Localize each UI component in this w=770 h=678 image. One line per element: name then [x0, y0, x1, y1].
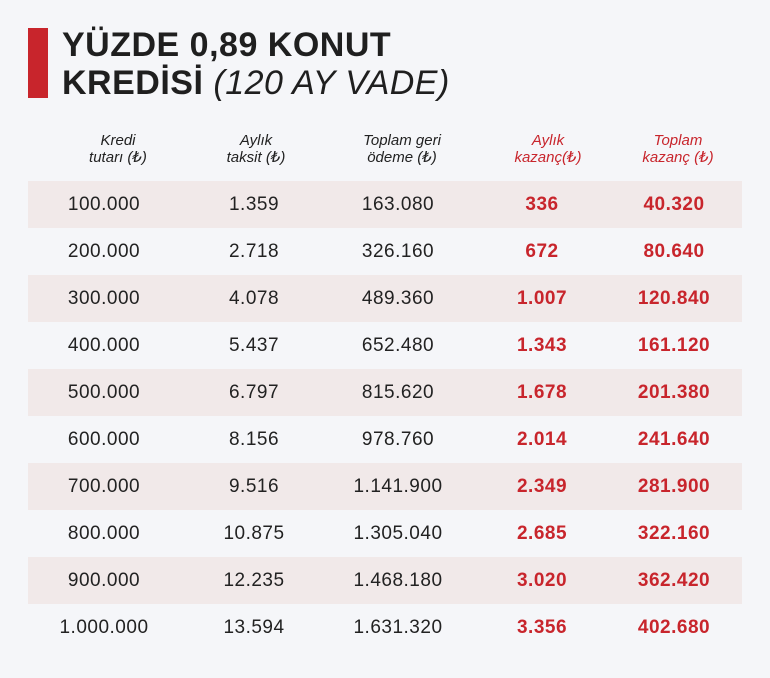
monthly-installment-cell: 2.718: [228, 241, 280, 262]
table-row: 900.000 12.235 1.468.180 3.020 362.420: [28, 557, 742, 604]
table-row: 300.000 4.078 489.360 1.007 120.840: [28, 275, 742, 322]
header-loan-amount-line1: Kredi: [100, 132, 136, 149]
total-repayment-cell: 1.468.180: [353, 570, 443, 591]
monthly-saving-cell: 1.343: [516, 335, 568, 356]
table-row: 800.000 10.875 1.305.040 2.685 322.160: [28, 510, 742, 557]
table-row: 1.000.000 13.594 1.631.320 3.356 402.680: [28, 604, 742, 651]
total-saving-cell: 362.420: [637, 570, 711, 591]
monthly-saving-cell: 2.349: [516, 476, 568, 497]
monthly-saving-cell: 2.014: [516, 429, 568, 450]
table-row: 200.000 2.718 326.160 672 80.640: [28, 228, 742, 275]
loan-amount-cell: 1.000.000: [59, 617, 149, 638]
total-saving-cell: 241.640: [637, 429, 711, 450]
header-monthly-installment: Aylık taksit (₺): [186, 132, 326, 166]
loan-amount-cell: 300.000: [67, 288, 141, 309]
table-row: 600.000 8.156 978.760 2.014 241.640: [28, 416, 742, 463]
monthly-saving-cell: 3.020: [516, 570, 568, 591]
header-total-saving-line2: kazanç (₺): [642, 149, 714, 166]
title-line-2-sub: (120 AY VADE): [213, 64, 450, 102]
loan-amount-cell: 200.000: [67, 241, 141, 262]
loan-amount-cell: 400.000: [67, 335, 141, 356]
monthly-saving-cell: 1.678: [516, 382, 568, 403]
monthly-installment-cell: 8.156: [228, 429, 280, 450]
page-title: YÜZDE 0,89 KONUT KREDİSİ (120 AY VADE): [62, 26, 582, 102]
header-total-saving-line1: Toplam: [653, 132, 703, 149]
total-saving-cell: 80.640: [643, 241, 705, 262]
monthly-saving-cell: 3.356: [516, 617, 568, 638]
title-line-2-main: KREDİSİ: [62, 64, 204, 102]
monthly-installment-cell: 9.516: [228, 476, 280, 497]
loan-amount-cell: 600.000: [67, 429, 141, 450]
loan-amount-cell: 800.000: [67, 523, 141, 544]
monthly-installment-cell: 13.594: [223, 617, 285, 638]
loan-amount-cell: 900.000: [67, 570, 141, 591]
loan-amount-cell: 100.000: [67, 194, 141, 215]
total-saving-cell: 161.120: [637, 335, 711, 356]
monthly-saving-cell: 672: [525, 241, 559, 262]
total-saving-cell: 40.320: [643, 194, 705, 215]
total-repayment-cell: 815.620: [361, 382, 435, 403]
monthly-installment-cell: 12.235: [223, 570, 285, 591]
total-saving-cell: 402.680: [637, 617, 711, 638]
header-monthly-saving-line1: Aylık: [531, 132, 565, 149]
monthly-installment-cell: 10.875: [223, 523, 285, 544]
total-repayment-cell: 163.080: [361, 194, 435, 215]
monthly-installment-cell: 1.359: [228, 194, 280, 215]
monthly-installment-cell: 4.078: [228, 288, 280, 309]
monthly-installment-cell: 6.797: [228, 382, 280, 403]
total-repayment-cell: 1.305.040: [353, 523, 443, 544]
total-repayment-cell: 652.480: [361, 335, 435, 356]
table-row: 400.000 5.437 652.480 1.343 161.120: [28, 322, 742, 369]
header-monthly-saving: Aylık kazanç(₺): [478, 132, 618, 166]
monthly-saving-cell: 2.685: [516, 523, 568, 544]
loan-amount-cell: 700.000: [67, 476, 141, 497]
header-total-repayment-line2: ödeme (₺): [367, 149, 437, 166]
monthly-installment-cell: 5.437: [228, 335, 280, 356]
header-monthly-saving-line2: kazanç(₺): [514, 149, 582, 166]
monthly-saving-cell: 336: [525, 194, 559, 215]
total-repayment-cell: 1.631.320: [353, 617, 443, 638]
table-row: 700.000 9.516 1.141.900 2.349 281.900: [28, 463, 742, 510]
total-saving-cell: 322.160: [637, 523, 711, 544]
header-loan-amount: Kredi tutarı (₺): [48, 132, 188, 166]
table-header: Kredi tutarı (₺) Aylık taksit (₺) Toplam…: [28, 132, 742, 172]
total-repayment-cell: 978.760: [361, 429, 435, 450]
header-monthly-installment-line2: taksit (₺): [226, 149, 286, 166]
title-line-2: KREDİSİ (120 AY VADE): [62, 64, 582, 102]
total-repayment-cell: 326.160: [361, 241, 435, 262]
loan-table: 100.000 1.359 163.080 336 40.320 200.000 2.718…: [28, 181, 742, 651]
loan-amount-cell: 500.000: [67, 382, 141, 403]
total-saving-cell: 201.380: [637, 382, 711, 403]
title-accent-bar: [28, 28, 48, 98]
table-row: 500.000 6.797 815.620 1.678 201.380: [28, 369, 742, 416]
total-saving-cell: 120.840: [637, 288, 711, 309]
table-row: 100.000 1.359 163.080 336 40.320: [28, 181, 742, 228]
monthly-saving-cell: 1.007: [516, 288, 568, 309]
total-saving-cell: 281.900: [637, 476, 711, 497]
total-repayment-cell: 1.141.900: [353, 476, 443, 497]
header-monthly-installment-line1: Aylık: [239, 132, 273, 149]
header-loan-amount-line2: tutarı (₺): [89, 149, 147, 166]
header-total-saving: Toplam kazanç (₺): [608, 132, 748, 166]
header-total-repayment-line1: Toplam geri: [363, 132, 441, 149]
total-repayment-cell: 489.360: [361, 288, 435, 309]
header-total-repayment: Toplam geri ödeme (₺): [332, 132, 472, 166]
title-line-1: YÜZDE 0,89 KONUT: [62, 26, 392, 64]
